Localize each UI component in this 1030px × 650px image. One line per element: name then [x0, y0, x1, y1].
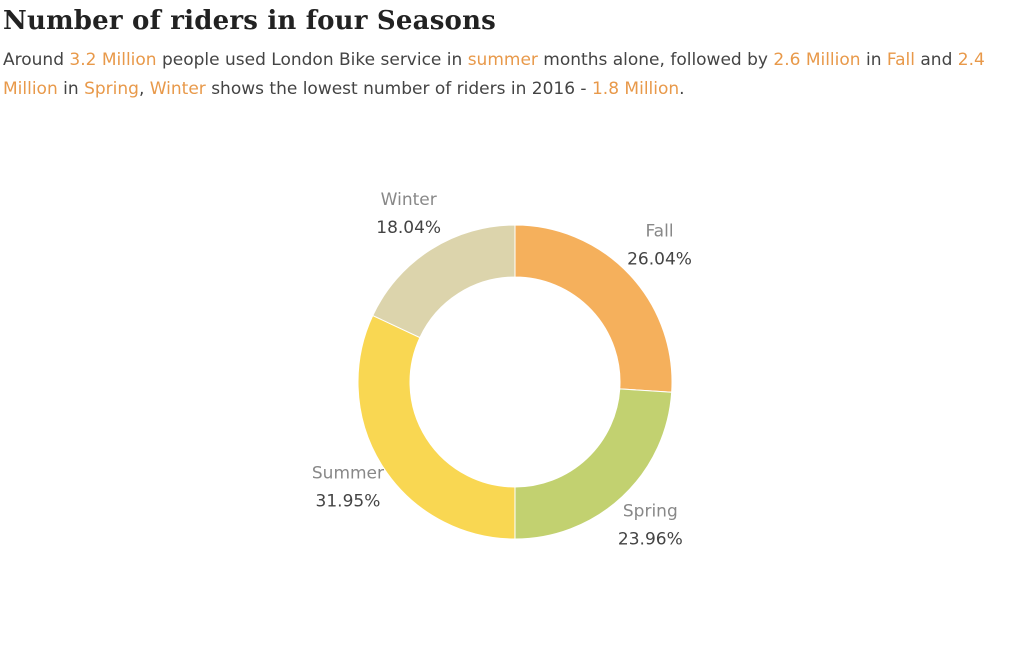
slice-value-fall: 26.04%	[627, 250, 692, 270]
subtitle-text: in	[860, 50, 887, 70]
subtitle-text: and	[914, 50, 958, 70]
slice-value-summer: 31.95%	[316, 491, 381, 511]
subtitle-highlight: 1.8 Million	[591, 79, 680, 99]
slice-value-spring: 23.96%	[618, 530, 683, 550]
chart-subtitle: Around 3.2 Million people used London Bi…	[3, 46, 1025, 104]
subtitle-highlight: Winter	[149, 79, 206, 99]
subtitle-highlight: 2.4 Million	[3, 50, 985, 99]
subtitle-text: Around	[3, 50, 70, 70]
subtitle-text: months alone, followed by	[537, 50, 774, 70]
subtitle-text: ,	[138, 79, 150, 99]
slice-label-summer: Summer	[312, 463, 384, 483]
slice-value-winter: 18.04%	[376, 218, 441, 238]
subtitle-highlight: Fall	[886, 50, 915, 70]
subtitle-text: shows the lowest number of riders in 201…	[205, 79, 592, 99]
subtitle-highlight: 3.2 Million	[69, 50, 157, 70]
slice-label-winter: Winter	[381, 190, 437, 210]
subtitle-highlight: Spring	[84, 79, 139, 99]
subtitle-highlight: summer	[467, 50, 538, 70]
donut-slice-winter[interactable]	[372, 224, 516, 339]
subtitle-text: in	[57, 79, 85, 99]
subtitle-highlight: 2.6 Million	[773, 50, 861, 70]
slice-label-fall: Fall	[645, 222, 673, 242]
subtitle-text: .	[679, 79, 685, 99]
chart-title: Number of riders in four Seasons	[3, 6, 497, 36]
slice-label-spring: Spring	[623, 502, 678, 522]
subtitle-text: people used London Bike service in	[156, 50, 468, 70]
donut-slice-summer[interactable]	[357, 314, 516, 540]
